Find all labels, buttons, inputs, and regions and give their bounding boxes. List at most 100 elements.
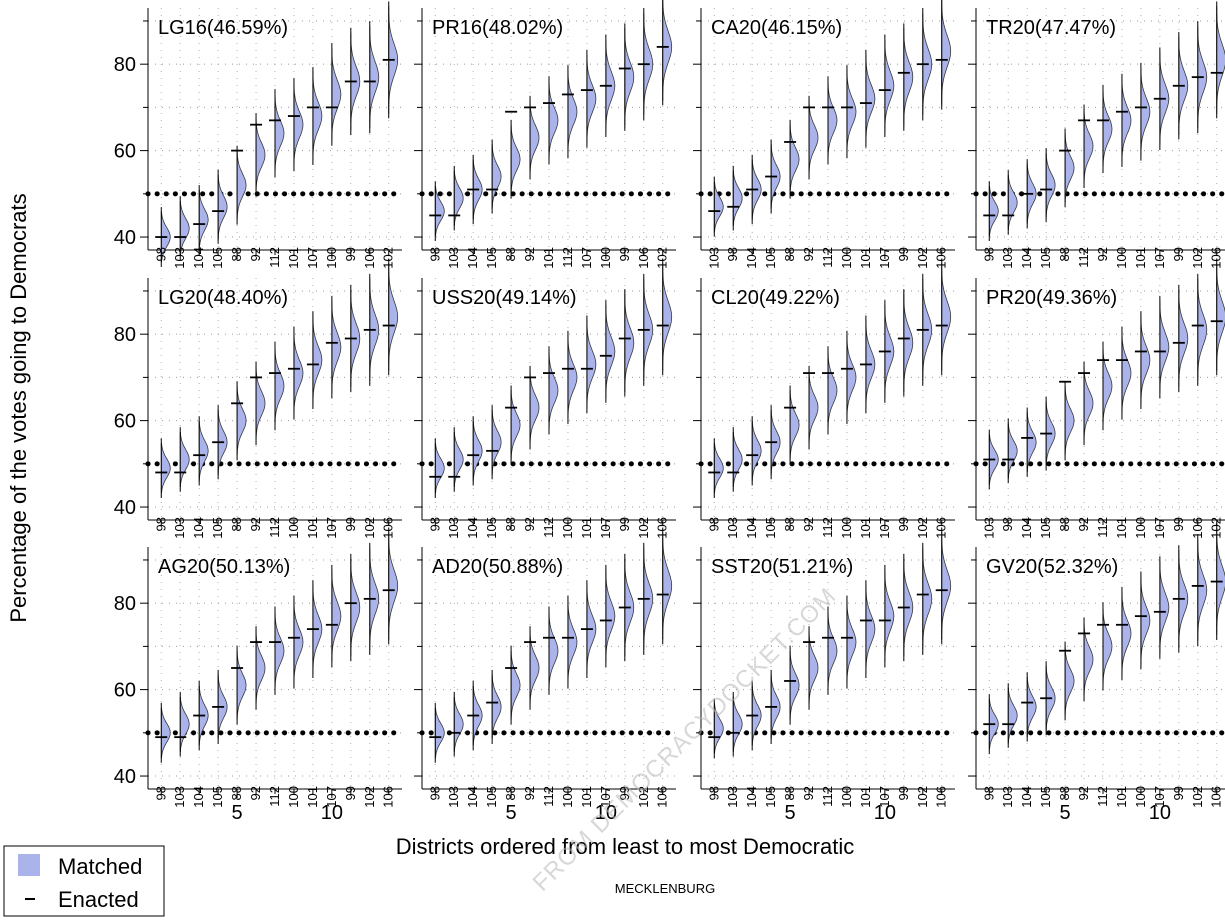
district-label: 107 (324, 786, 339, 808)
matched-violin (160, 707, 171, 758)
matched-violin (624, 293, 635, 392)
district-label: 100 (598, 247, 613, 269)
matched-violin (662, 532, 673, 640)
district-label: 88 (229, 786, 244, 800)
panel-2: PR16(48.02%) 98 103 104 105 88 92 101 112 107 100 9… (414, 0, 679, 269)
legend-label-matched: Matched (58, 854, 142, 879)
district-label: 106 (934, 517, 949, 539)
matched-violin (491, 144, 502, 209)
district-label: 112 (820, 247, 835, 268)
matched-violin (198, 189, 209, 250)
district-label: 101 (305, 786, 320, 808)
district-label: 99 (896, 517, 911, 531)
district-label: 112 (560, 247, 575, 268)
district-label: 105 (484, 517, 499, 539)
panel-1: 40 60 80 LG16(46.59%) 98 103 104 105 88 92 112 101 1… (114, 1, 405, 269)
matched-violin (789, 390, 800, 460)
x-tick-label: 10 (1149, 802, 1171, 824)
district-label: 112 (267, 247, 282, 268)
matched-violin (255, 117, 266, 192)
matched-violin (1159, 300, 1170, 394)
matched-violin (1102, 607, 1113, 686)
panel-title: TR20(47.47%) (986, 17, 1116, 39)
district-label: 102 (636, 786, 651, 808)
panel-title: PR20(49.36%) (986, 287, 1117, 309)
district-label: 88 (1057, 517, 1072, 531)
matched-violin (941, 0, 952, 105)
matched-violin (605, 305, 616, 398)
district-label: 105 (1038, 247, 1053, 269)
matched-violin (808, 100, 819, 175)
matched-violin (293, 600, 304, 684)
panel-11: 5 10 SST20(51.21%) 98 103 104 105 88 92 112 100 101… (693, 527, 958, 824)
district-label: 107 (877, 247, 892, 269)
matched-violin (1064, 133, 1075, 203)
panel-10: 5 10 AD20(50.88%) 98 103 104 105 88 92 112 100 101 1… (414, 527, 679, 824)
matched-violin (274, 93, 285, 173)
district-label: 98 (981, 786, 996, 800)
y-axis-label: Percentage of the votes going to Democra… (6, 193, 31, 622)
matched-violin (567, 335, 578, 419)
district-label: 98 (153, 786, 168, 800)
district-label: 101 (579, 786, 594, 808)
district-label: 112 (267, 517, 282, 538)
y-tick-label: 80 (114, 54, 136, 76)
matched-violin (827, 351, 838, 430)
matched-violin (713, 181, 724, 232)
matched-violin (1102, 346, 1113, 426)
district-label: 112 (541, 517, 556, 538)
district-label: 107 (1152, 517, 1167, 539)
subtitle-county: MECKLENBURG (615, 881, 715, 896)
panel-title: USS20(49.14%) (432, 287, 577, 309)
district-label: 98 (427, 517, 442, 531)
panel-title: AD20(50.88%) (432, 556, 563, 578)
matched-violin (884, 569, 895, 663)
matched-violin (434, 707, 445, 758)
matched-violin (789, 124, 800, 194)
district-label: 107 (579, 247, 594, 269)
district-label: 104 (191, 247, 206, 269)
district-label: 101 (858, 247, 873, 269)
panel-8: PR20(49.36%) 103 98 104 105 88 92 112 101 100 107 9… (968, 258, 1225, 539)
district-label: 103 (172, 517, 187, 539)
district-label: 100 (286, 786, 301, 808)
district-label: 107 (1152, 247, 1167, 269)
matched-violin (293, 83, 304, 167)
district-label: 92 (1076, 517, 1091, 531)
matched-violin (732, 432, 743, 487)
district-label: 92 (801, 517, 816, 531)
matched-violin (529, 370, 540, 445)
matched-violin (1007, 688, 1018, 743)
panel-title: SST20(51.21%) (711, 556, 853, 578)
x-tick-label: 5 (232, 802, 243, 824)
matched-violin (369, 26, 380, 129)
district-label: 100 (839, 786, 854, 808)
panel-title: CL20(49.22%) (711, 287, 840, 309)
district-label: 99 (896, 786, 911, 800)
matched-violin (1064, 646, 1075, 716)
district-label: 103 (981, 517, 996, 539)
district-label: 104 (744, 247, 759, 269)
district-label: 92 (248, 247, 263, 261)
matched-violin (236, 650, 247, 720)
district-label: 92 (1095, 247, 1110, 261)
district-label: 92 (248, 517, 263, 531)
district-label: 99 (617, 786, 632, 800)
matched-violin (751, 421, 762, 481)
district-label: 106 (362, 247, 377, 269)
matched-violin (236, 386, 247, 456)
district-label: 102 (636, 517, 651, 539)
district-label: 99 (343, 786, 358, 800)
panel-3: CA20(46.15%) 103 98 104 105 88 92 112 100 101 107 9… (693, 0, 958, 269)
matched-violin (1121, 592, 1132, 675)
matched-violin (453, 696, 464, 752)
district-label: 107 (598, 517, 613, 539)
matched-violin (472, 421, 483, 481)
matched-violin (1197, 539, 1208, 642)
district-label: 92 (801, 786, 816, 800)
district-label: 102 (655, 247, 670, 269)
matched-violin (179, 432, 190, 487)
district-label: 92 (522, 247, 537, 261)
panel-7: CL20(49.22%) 98 103 104 105 88 92 112 100 101 107 9… (693, 258, 958, 539)
district-label: 104 (1019, 517, 1034, 539)
